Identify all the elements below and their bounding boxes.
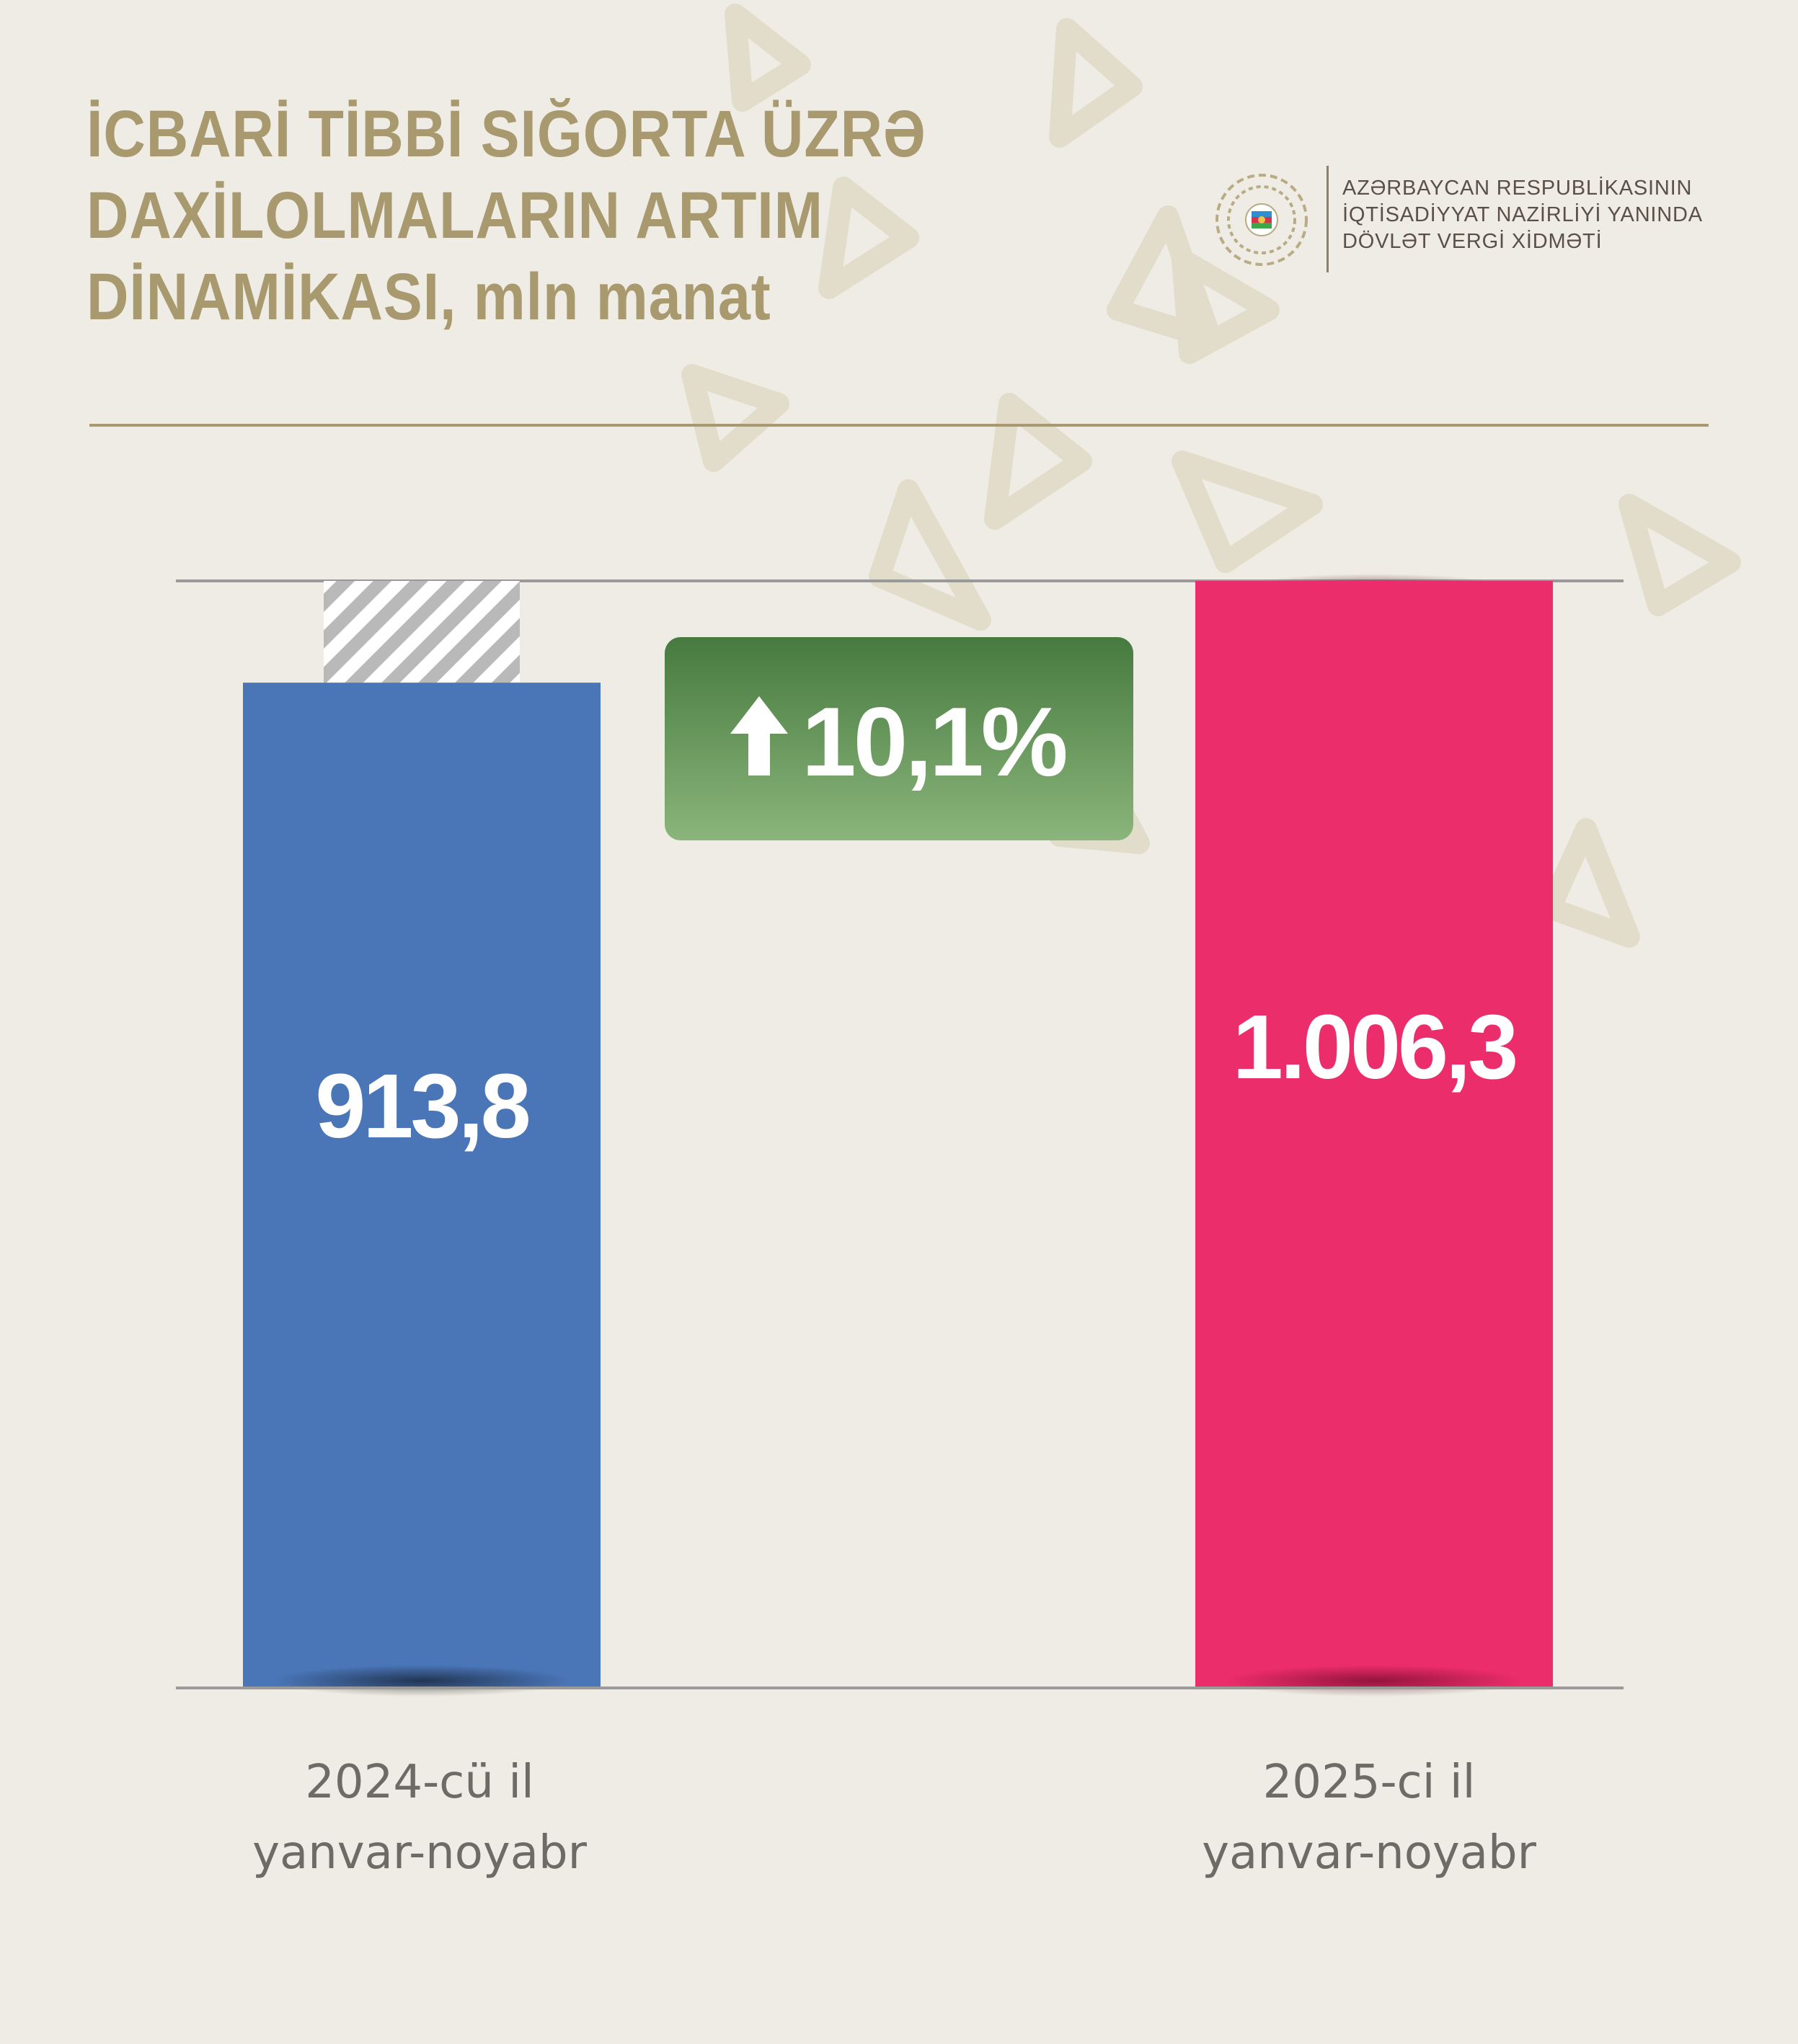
bar-value-label-2025: 1.006,3 — [1233, 996, 1515, 1098]
bar-bottom-shadow — [1223, 1665, 1525, 1697]
title-line: İCBARİ TİBBİ SIĞORTA ÜZRƏ — [87, 97, 926, 171]
bar-bottom-shadow — [271, 1665, 572, 1697]
arrow-up-icon — [730, 696, 788, 776]
logo-divider — [1327, 166, 1329, 272]
growth-badge: 10,1% — [665, 637, 1133, 840]
x-tick-label-line: 2025-ci il — [1262, 1756, 1476, 1809]
organization-name-line: DÖVLƏT VERGİ XİDMƏTİ — [1342, 230, 1603, 253]
organization-name: AZƏRBAYCAN RESPUBLİKASININ İQTİSADİYYAT … — [1342, 175, 1703, 255]
organization-name-line: İQTİSADİYYAT NAZİRLİYİ YANINDA — [1342, 203, 1703, 226]
x-tick-label-2024: 2024-cü il yanvar-noyabr — [167, 1747, 672, 1888]
bar-2025 — [1195, 581, 1553, 1688]
organization-name-line: AZƏRBAYCAN RESPUBLİKASININ — [1342, 177, 1693, 200]
emblem-icon — [1215, 174, 1308, 266]
title-line: DİNAMİKASI, mln manat — [87, 260, 771, 334]
x-tick-label-line: yanvar-noyabr — [1202, 1826, 1536, 1880]
page-title: İCBARİ TİBBİ SIĞORTA ÜZRƏ DAXİLOLMALARIN… — [87, 94, 926, 338]
growth-percent-label: 10,1% — [802, 687, 1066, 796]
title-line: DAXİLOLMALARIN ARTIM — [87, 179, 823, 252]
organization-logo: AZƏRBAYCAN RESPUBLİKASININ İQTİSADİYYAT … — [1211, 162, 1716, 277]
x-tick-label-2025: 2025-ci il yanvar-noyabr — [1117, 1747, 1621, 1888]
bar-2024 — [243, 683, 601, 1689]
x-tick-label-line: 2024-cü il — [305, 1756, 534, 1809]
x-tick-label-line: yanvar-noyabr — [252, 1826, 587, 1880]
bar-value-label-2024: 913,8 — [315, 1055, 528, 1157]
difference-hatch — [324, 581, 520, 683]
